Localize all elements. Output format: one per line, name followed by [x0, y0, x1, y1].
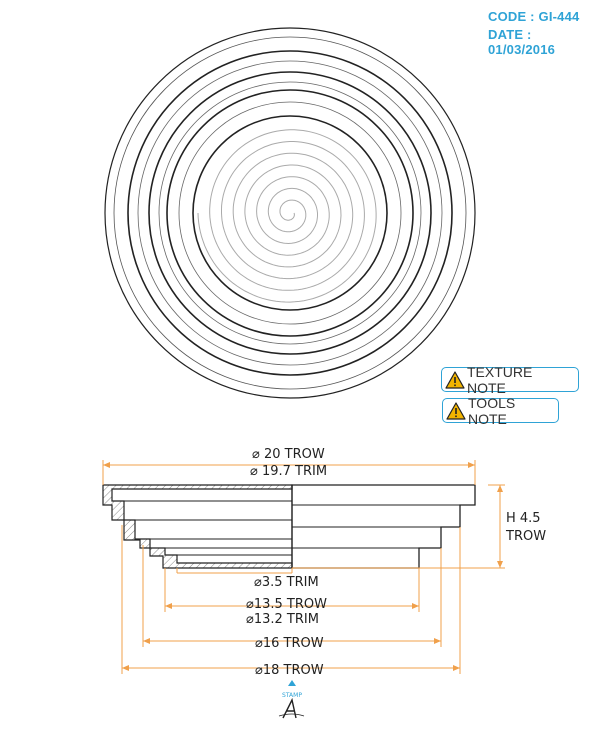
dim-20-trow: ⌀ 20 TROW	[252, 447, 325, 462]
dimension-lines	[102, 460, 505, 674]
dim-height-line2: TROW	[505, 529, 546, 544]
section-wall-left	[102, 484, 293, 569]
step-ring-1-inner	[137, 60, 443, 366]
rim-inner-circle	[113, 36, 467, 390]
step-ring-1	[127, 50, 453, 376]
section-view	[102, 484, 476, 569]
warning-triangle-icon	[446, 401, 466, 420]
dim-13-5-trow: ⌀13.5 TROW	[246, 597, 327, 612]
dim-18-trow: ⌀18 TROW	[255, 663, 324, 678]
dim-height-line1: H 4.5	[506, 511, 541, 526]
dim-19-7-trim: ⌀ 19.7 TRIM	[250, 464, 327, 479]
dimension-labels: ⌀ 20 TROW ⌀ 19.7 TRIM H 4.5 TROW ⌀3.5 TR…	[246, 447, 546, 678]
stamp: STAMP	[278, 680, 305, 719]
step-ring-2-inner	[158, 81, 422, 345]
step-ring-3-inner	[178, 101, 402, 325]
texture-note-button[interactable]: TEXTURE NOTE	[441, 364, 579, 396]
section-inner-steps-left	[112, 488, 292, 563]
top-view	[104, 27, 476, 399]
tools-note-button[interactable]: TOOLS NOTE	[442, 395, 559, 427]
texture-note-label: TEXTURE NOTE	[467, 363, 533, 396]
step-ring-3	[166, 89, 414, 337]
dim-13-2-trim: ⌀13.2 TRIM	[246, 612, 319, 627]
warning-triangle-icon	[445, 370, 465, 389]
outer-rim-circle	[104, 27, 476, 399]
spiral-texture	[197, 129, 377, 303]
stamp-arrow-icon	[288, 680, 296, 686]
tools-note-label: TOOLS NOTE	[468, 394, 516, 427]
stamp-label: STAMP	[282, 692, 302, 699]
step-ring-2	[148, 71, 432, 355]
step-ring-4	[192, 115, 388, 311]
dim-3-5-trim: ⌀3.5 TRIM	[254, 575, 319, 590]
dim-16-trow: ⌀16 TROW	[255, 636, 324, 651]
drawing-date: DATE : 01/03/2016	[488, 27, 556, 57]
drawing-code: CODE : GI-444	[488, 9, 580, 24]
stamp-logo-icon	[278, 697, 305, 719]
